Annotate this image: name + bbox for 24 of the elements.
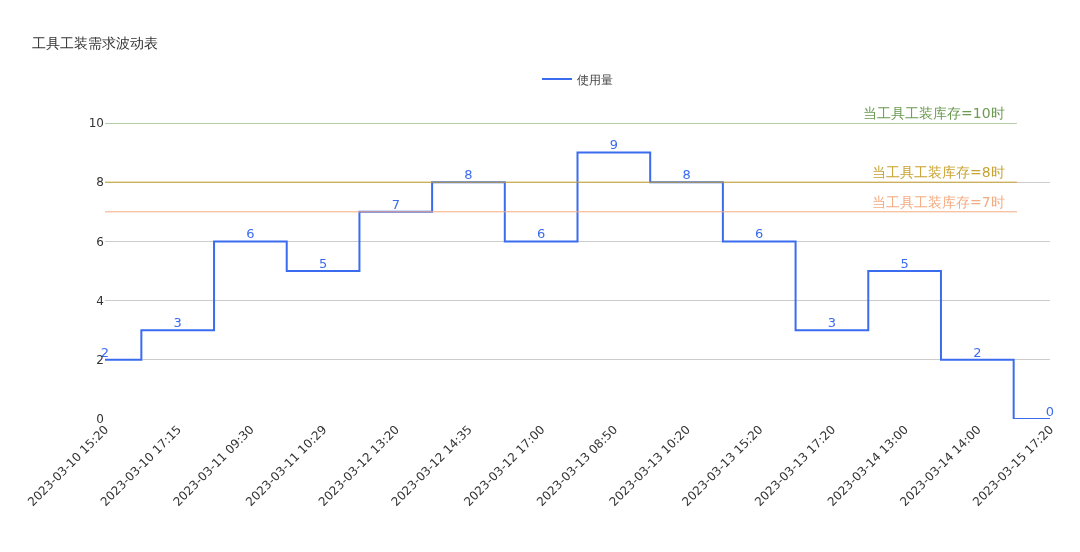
y-tick-label: 10 [88, 116, 104, 131]
data-label: 9 [609, 137, 618, 153]
data-label: 3 [827, 314, 837, 330]
ref-line-label: 当工具工装库存=7时 [872, 194, 1005, 210]
data-label: 6 [246, 226, 255, 242]
data-label: 6 [755, 226, 764, 242]
y-tick-label: 8 [96, 175, 104, 190]
y-tick-label: 2 [96, 353, 104, 367]
data-label: 8 [464, 166, 473, 182]
y-tick-label: 6 [96, 234, 104, 249]
data-label: 8 [682, 166, 691, 182]
data-label: 5 [900, 255, 909, 271]
data-label: 3 [173, 314, 182, 330]
data-label: 7 [391, 196, 400, 212]
y-tick-label: 0 [96, 412, 104, 427]
chart-title: 工具工装需求波动表 [32, 35, 159, 52]
ref-line-label: 当工具工装库存=10时 [863, 105, 1005, 121]
data-label: 5 [318, 255, 328, 271]
data-label: 0 [1045, 403, 1055, 419]
data-label: 2 [973, 344, 982, 360]
legend-label: 使用量 [577, 72, 613, 87]
data-label: 6 [537, 226, 546, 242]
y-tick-label: 4 [96, 293, 104, 308]
ref-line-label: 当工具工装库存=8时 [872, 164, 1005, 180]
